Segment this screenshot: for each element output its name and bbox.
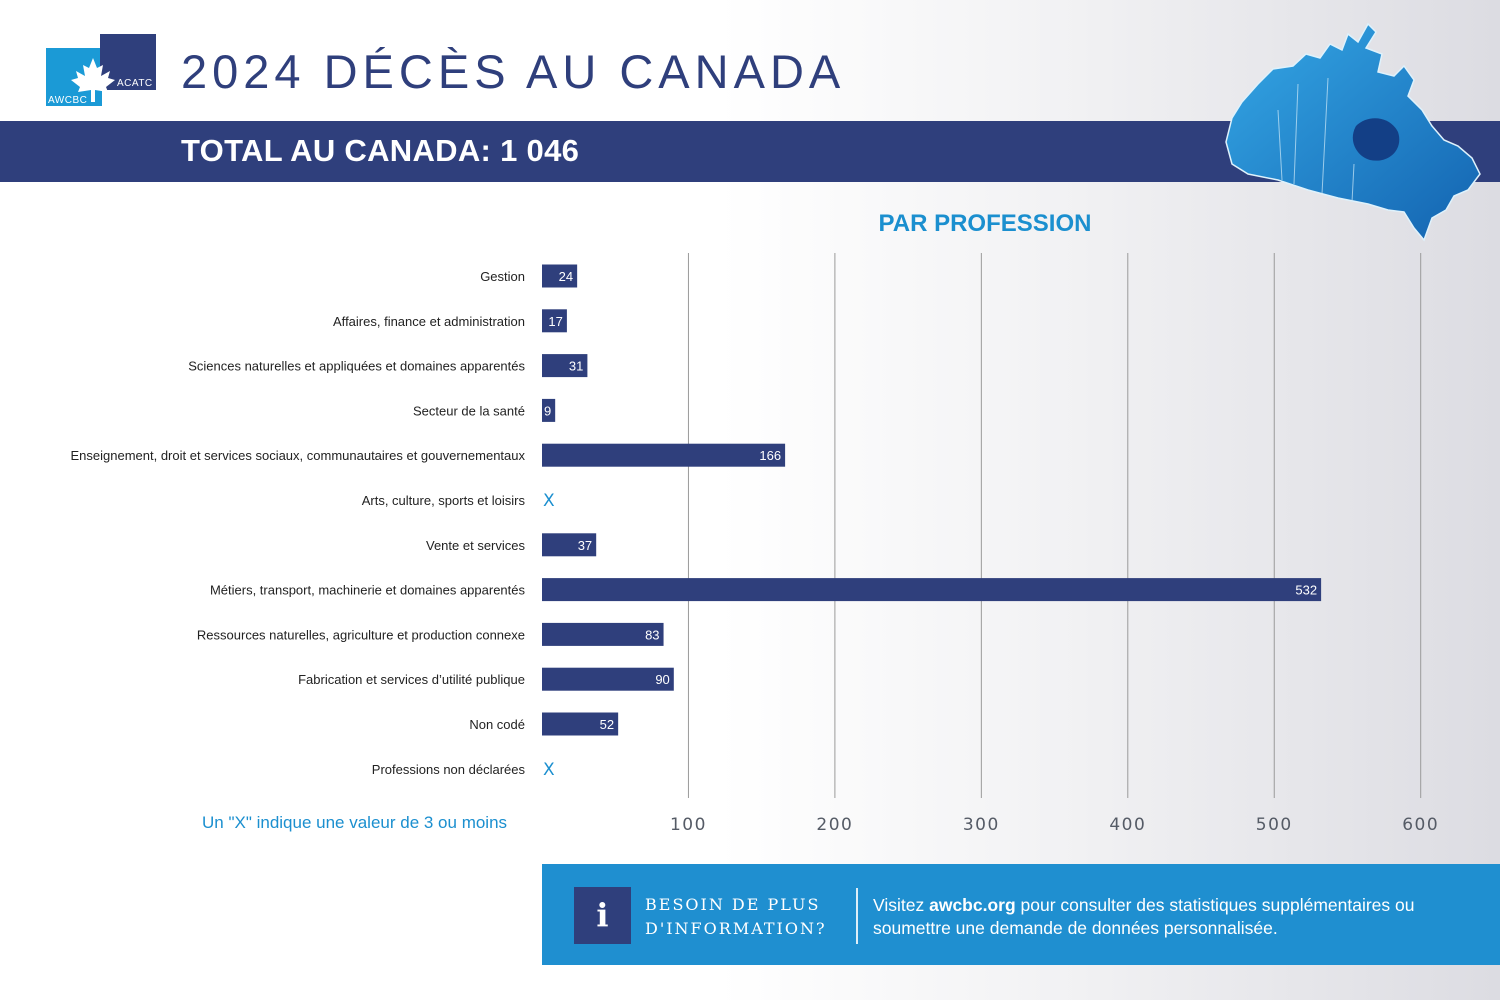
suppressed-value-label: X	[543, 760, 555, 780]
bar-value-label: 532	[1295, 583, 1317, 598]
x-tick-label: 300	[963, 815, 1000, 835]
bar-value-label: 83	[645, 627, 659, 642]
category-label: Fabrication et services d’utilité publiq…	[298, 672, 525, 687]
info-divider	[856, 888, 858, 944]
info-box: i BESOIN DE PLUS D'INFORMATION? Visitez …	[542, 864, 1500, 965]
info-text: Visitez awcbc.org pour consulter des sta…	[873, 894, 1473, 940]
info-text-suffix: pour consulter des statistiques suppléme…	[873, 895, 1415, 938]
category-label: Secteur de la santé	[413, 403, 525, 418]
bar-value-label: 31	[569, 359, 583, 374]
bar-value-label: 9	[544, 403, 551, 418]
info-heading-line2: D'INFORMATION?	[645, 919, 827, 938]
category-label: Affaires, finance et administration	[333, 314, 525, 329]
info-icon: i	[574, 887, 631, 944]
category-label: Gestion	[480, 269, 525, 284]
suppressed-value-label: X	[543, 491, 555, 511]
x-tick-label: 600	[1402, 815, 1439, 835]
bar	[542, 622, 664, 646]
bar	[542, 264, 578, 288]
awcbc-logo: AWCBC ACATC	[46, 34, 156, 106]
logo-text-acatc: ACATC	[117, 78, 153, 89]
category-label: Sciences naturelles et appliquées et dom…	[188, 359, 525, 374]
bar-value-label: 37	[578, 538, 592, 553]
category-label: Vente et services	[426, 538, 525, 553]
info-link[interactable]: awcbc.org	[929, 895, 1016, 915]
category-label: Ressources naturelles, agriculture et pr…	[197, 627, 525, 642]
chart-title: PAR PROFESSION	[878, 210, 1092, 237]
x-tick-label: 500	[1256, 815, 1293, 835]
category-label: Métiers, transport, machinerie et domain…	[210, 583, 526, 598]
bar	[542, 398, 556, 422]
category-label: Non codé	[469, 717, 525, 732]
canada-map-icon	[1225, 22, 1481, 242]
x-tick-label: 200	[816, 815, 853, 835]
info-heading: BESOIN DE PLUS D'INFORMATION?	[645, 893, 850, 941]
suppression-note: Un "X" indique une valeur de 3 ou moins	[202, 813, 508, 832]
bar-value-label: 52	[600, 717, 614, 732]
total-banner-text: TOTAL AU CANADA: 1 046	[181, 133, 580, 168]
category-label: Arts, culture, sports et loisirs	[362, 493, 526, 508]
x-tick-label: 400	[1109, 815, 1146, 835]
bar-value-label: 17	[548, 314, 562, 329]
bar	[542, 667, 674, 691]
category-label: Enseignement, droit et services sociaux,…	[70, 448, 525, 463]
logo-text-awcbc: AWCBC	[48, 95, 88, 106]
bar	[542, 578, 1322, 602]
bar	[542, 712, 619, 736]
info-heading-line1: BESOIN DE PLUS	[645, 895, 821, 914]
bar-value-label: 90	[655, 672, 669, 687]
maple-leaf-icon	[71, 58, 115, 102]
info-text-prefix: Visitez	[873, 895, 930, 915]
bar	[542, 443, 786, 467]
category-label: Professions non déclarées	[372, 762, 526, 777]
bar	[542, 354, 588, 378]
bar-value-label: 24	[559, 269, 573, 284]
bar	[542, 533, 597, 557]
bar-chart: 100 200 300 400 500 600 Gestion 24 Affaires, fin…	[70, 253, 1439, 835]
x-tick-label: 100	[670, 815, 707, 835]
bar-value-label: 166	[759, 448, 781, 463]
bar	[542, 309, 567, 333]
page-title: 2024 DÉCÈS AU CANADA	[181, 45, 846, 98]
